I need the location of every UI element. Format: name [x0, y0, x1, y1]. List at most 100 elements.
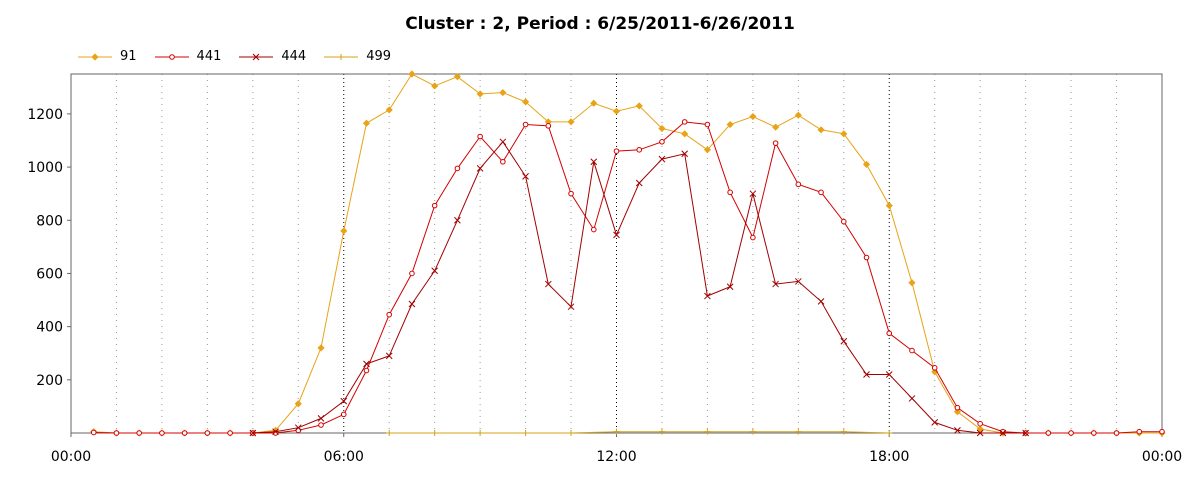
data-point-91 — [612, 107, 621, 115]
data-point-444 — [294, 424, 302, 432]
data-point-499 — [704, 428, 711, 435]
data-point-499 — [386, 430, 393, 436]
data-point-441 — [772, 140, 779, 146]
data-point-444 — [385, 352, 393, 360]
data-point-91 — [840, 130, 848, 138]
data-point-441 — [159, 430, 165, 436]
data-point-444 — [613, 231, 620, 239]
legend-item-441: 441 — [154, 49, 222, 64]
data-point-444 — [976, 429, 984, 437]
data-point-91 — [635, 102, 643, 110]
data-point-91 — [726, 120, 734, 129]
y-tick-label: 800 — [36, 213, 63, 229]
data-point-91 — [658, 124, 666, 133]
data-point-444 — [635, 179, 643, 187]
series-line-91 — [93, 73, 1162, 434]
data-point-444 — [817, 298, 825, 305]
data-point-91 — [976, 425, 984, 433]
chart-legend: 91 441 444 499 — [78, 49, 409, 64]
series-line-499 — [389, 431, 890, 434]
data-point-441 — [1159, 428, 1165, 435]
data-point-441 — [636, 146, 643, 153]
data-point-444 — [408, 300, 416, 308]
data-point-91 — [385, 106, 393, 114]
legend-swatch-444 — [239, 53, 274, 60]
series-line-444 — [252, 140, 1026, 434]
data-point-441 — [704, 121, 711, 128]
legend-swatch-91 — [78, 52, 112, 61]
data-point-441 — [386, 311, 393, 318]
data-point-441 — [886, 330, 893, 337]
data-point-444 — [749, 190, 757, 198]
data-point-91 — [499, 89, 507, 97]
data-point-441 — [454, 165, 461, 172]
data-point-499 — [840, 428, 847, 435]
data-point-441 — [750, 234, 756, 241]
data-point-441 — [909, 347, 915, 354]
data-point-91 — [340, 227, 348, 235]
data-point-444 — [840, 337, 848, 345]
data-point-91 — [908, 279, 916, 287]
data-point-441 — [431, 202, 438, 209]
data-point-441 — [1068, 430, 1074, 436]
data-point-444 — [431, 267, 439, 275]
data-point-441 — [340, 411, 347, 418]
data-point-444 — [340, 397, 348, 405]
data-point-441 — [522, 121, 529, 128]
data-point-444 — [317, 415, 325, 422]
series-91 — [90, 70, 1166, 437]
legend-label: 91 — [120, 49, 137, 64]
y-tick-label: 200 — [36, 373, 63, 389]
data-point-441 — [954, 404, 961, 411]
data-point-499 — [431, 430, 438, 436]
chart-title: Cluster : 2, Period : 6/25/2011-6/26/201… — [405, 14, 795, 34]
data-point-444 — [249, 429, 257, 437]
series-line-441 — [93, 121, 1162, 434]
data-point-499 — [795, 428, 802, 435]
data-point-441 — [227, 430, 233, 436]
data-point-441 — [90, 429, 97, 436]
data-point-499 — [477, 430, 484, 436]
x-tick-label: 00:00 — [1142, 449, 1182, 465]
data-point-441 — [113, 430, 120, 436]
data-point-499 — [886, 430, 893, 436]
data-point-444 — [863, 371, 870, 378]
x-tick-label: 06:00 — [324, 449, 364, 465]
data-point-441 — [204, 430, 211, 436]
data-point-444 — [363, 360, 370, 368]
data-point-441 — [477, 133, 483, 140]
data-point-444 — [726, 283, 734, 291]
data-point-441 — [840, 218, 847, 225]
data-point-441 — [795, 181, 802, 188]
y-tick-label: 400 — [36, 320, 63, 336]
data-point-441 — [500, 158, 506, 165]
legend-item-499: 499 — [324, 49, 391, 64]
data-point-444 — [999, 429, 1007, 437]
y-tick-label: 1000 — [27, 160, 63, 176]
data-point-441 — [977, 420, 983, 427]
legend-item-91: 91 — [78, 49, 137, 64]
legend-label: 441 — [196, 49, 222, 64]
data-point-441 — [181, 430, 188, 436]
data-point-91 — [862, 160, 871, 168]
data-point-441 — [681, 119, 688, 125]
data-point-444 — [704, 292, 711, 300]
data-point-91 — [817, 126, 825, 134]
data-point-444 — [454, 216, 461, 224]
data-point-91 — [567, 118, 575, 126]
data-point-441 — [1091, 430, 1097, 436]
data-point-441 — [863, 254, 870, 261]
data-point-441 — [363, 367, 370, 374]
data-point-91 — [681, 130, 689, 138]
data-point-444 — [681, 150, 689, 158]
y-tick-label: 1200 — [27, 107, 63, 123]
series-444 — [249, 138, 1029, 437]
legend-marker — [253, 53, 260, 60]
data-point-91 — [362, 119, 371, 127]
data-point-91 — [772, 123, 780, 131]
data-point-441 — [659, 139, 665, 145]
series-499 — [386, 428, 893, 436]
data-point-91 — [408, 70, 416, 78]
